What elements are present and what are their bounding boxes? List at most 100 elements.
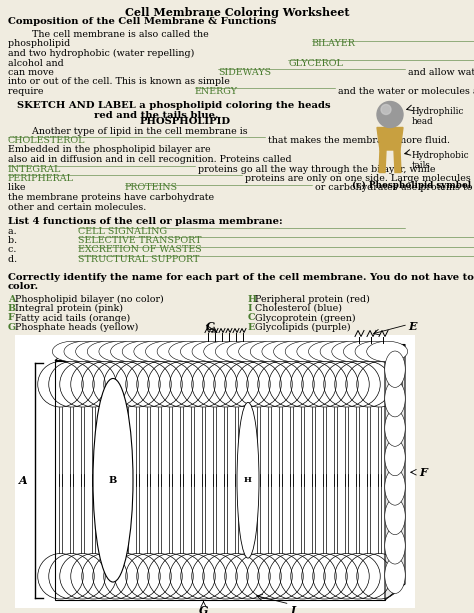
Text: C: C (248, 313, 255, 322)
Text: C: C (206, 321, 214, 332)
Ellipse shape (344, 341, 384, 362)
Text: Peripheral protein (red): Peripheral protein (red) (252, 294, 369, 303)
Ellipse shape (192, 341, 233, 362)
Polygon shape (394, 150, 401, 172)
Ellipse shape (99, 341, 140, 362)
Text: Cholesterol (blue): Cholesterol (blue) (252, 304, 342, 313)
Text: other and certain molecules.: other and certain molecules. (8, 202, 146, 211)
Polygon shape (55, 345, 405, 360)
Ellipse shape (64, 341, 105, 362)
Ellipse shape (250, 341, 291, 362)
Polygon shape (377, 128, 403, 150)
Ellipse shape (262, 341, 303, 362)
Text: BILAYER: BILAYER (311, 39, 356, 48)
Text: Correctly identify the name for each part of the cell membrane. You do not have : Correctly identify the name for each par… (8, 273, 474, 281)
Text: a.: a. (8, 226, 19, 235)
Text: B: B (109, 476, 117, 485)
Text: b.: b. (8, 236, 20, 245)
Text: ENERGY: ENERGY (195, 87, 238, 96)
Text: Composition of the Cell Membrane & Functions: Composition of the Cell Membrane & Funct… (8, 18, 276, 26)
Ellipse shape (385, 440, 405, 476)
Text: Another type of lipid in the cell membrane is: Another type of lipid in the cell membra… (8, 126, 247, 135)
Text: E: E (248, 323, 255, 332)
Ellipse shape (204, 341, 245, 362)
Ellipse shape (309, 341, 349, 362)
Ellipse shape (367, 341, 408, 362)
Ellipse shape (215, 341, 256, 362)
Text: List 4 functions of the cell or plasma membrane:: List 4 functions of the cell or plasma m… (8, 217, 283, 226)
Ellipse shape (110, 341, 152, 362)
Text: like: like (8, 183, 28, 192)
Text: proteins are only on one side. Large molecules: proteins are only on one side. Large mol… (242, 174, 470, 183)
Ellipse shape (355, 341, 396, 362)
Text: EXCRETION OF WASTES: EXCRETION OF WASTES (78, 245, 202, 254)
Text: Cell Membrane Coloring Worksheet: Cell Membrane Coloring Worksheet (125, 7, 349, 18)
Text: Glycoprotein (green): Glycoprotein (green) (252, 313, 355, 322)
Text: SKETCH AND LABEL a phospholipid coloring the heads: SKETCH AND LABEL a phospholipid coloring… (10, 102, 331, 110)
Polygon shape (385, 345, 405, 600)
Ellipse shape (273, 341, 315, 362)
Ellipse shape (385, 498, 405, 535)
Ellipse shape (76, 341, 117, 362)
Ellipse shape (385, 351, 405, 387)
Text: or carbohydrates use proteins to help move across cell membranes. Some of: or carbohydrates use proteins to help mo… (311, 183, 474, 192)
Ellipse shape (332, 341, 373, 362)
Ellipse shape (385, 469, 405, 505)
Ellipse shape (157, 341, 198, 362)
Text: and the water or molecules are moving WITH the concentration gradient.: and the water or molecules are moving WI… (335, 87, 474, 96)
Text: PERIPHERAL: PERIPHERAL (8, 174, 74, 183)
Text: A: A (8, 294, 15, 303)
Polygon shape (379, 150, 386, 172)
Text: that makes the membrane more fluid.: that makes the membrane more fluid. (265, 136, 450, 145)
Text: Hydrophobic
tails: Hydrophobic tails (412, 151, 470, 170)
Text: red and the tails blue.: red and the tails blue. (10, 111, 219, 120)
Ellipse shape (238, 341, 280, 362)
Text: Phosphate heads (yellow): Phosphate heads (yellow) (11, 323, 138, 332)
Ellipse shape (285, 341, 326, 362)
Text: SELECTIVE TRANSPORT: SELECTIVE TRANSPORT (78, 236, 201, 245)
Text: Fatty acid tails (orange): Fatty acid tails (orange) (11, 313, 130, 322)
Text: B: B (8, 304, 16, 313)
Ellipse shape (87, 341, 128, 362)
Ellipse shape (385, 528, 405, 564)
Circle shape (381, 104, 391, 115)
Text: and two hydrophobic (water repelling): and two hydrophobic (water repelling) (8, 49, 197, 58)
Ellipse shape (385, 410, 405, 446)
Text: E: E (409, 321, 417, 332)
Text: I: I (290, 604, 295, 613)
Bar (55, 360, 385, 600)
Text: phospholipid: phospholipid (8, 39, 73, 48)
Text: alcohol and: alcohol and (8, 58, 67, 67)
Text: can move: can move (8, 68, 57, 77)
Ellipse shape (134, 341, 175, 362)
Ellipse shape (93, 378, 133, 582)
Ellipse shape (122, 341, 163, 362)
Ellipse shape (146, 341, 186, 362)
Text: c.: c. (8, 245, 19, 254)
Ellipse shape (320, 341, 361, 362)
Text: STRUCTURAL SUPPORT: STRUCTURAL SUPPORT (78, 255, 200, 264)
Text: CELL SIGNALING: CELL SIGNALING (78, 226, 167, 235)
Bar (15, 335, 415, 608)
Ellipse shape (52, 341, 93, 362)
Text: SIDEWAYS: SIDEWAYS (218, 68, 271, 77)
Text: PHOSPHOLIPID: PHOSPHOLIPID (140, 117, 231, 126)
Text: F: F (419, 466, 427, 478)
Text: CHOLESTEROL: CHOLESTEROL (8, 136, 85, 145)
Text: require: require (8, 87, 46, 96)
Text: F: F (8, 313, 15, 322)
Text: Phospholipid bilayer (no color): Phospholipid bilayer (no color) (11, 294, 163, 303)
Ellipse shape (297, 341, 338, 362)
Ellipse shape (181, 341, 221, 362)
Text: H: H (248, 294, 257, 303)
Text: the membrane proteins have carbohydrate: the membrane proteins have carbohydrate (8, 193, 217, 202)
Text: proteins go all the way through the bilayer, while: proteins go all the way through the bila… (195, 164, 435, 173)
Text: and allow water and other: and allow water and other (405, 68, 474, 77)
Text: Glycolipids (purple): Glycolipids (purple) (252, 323, 350, 332)
Ellipse shape (169, 341, 210, 362)
Ellipse shape (385, 381, 405, 417)
Text: The cell membrane is also called the: The cell membrane is also called the (8, 30, 212, 39)
Text: I: I (248, 304, 253, 313)
Text: Integral protein (pink): Integral protein (pink) (11, 304, 123, 313)
Text: into or out of the cell. This is known as simple: into or out of the cell. This is known a… (8, 77, 233, 86)
